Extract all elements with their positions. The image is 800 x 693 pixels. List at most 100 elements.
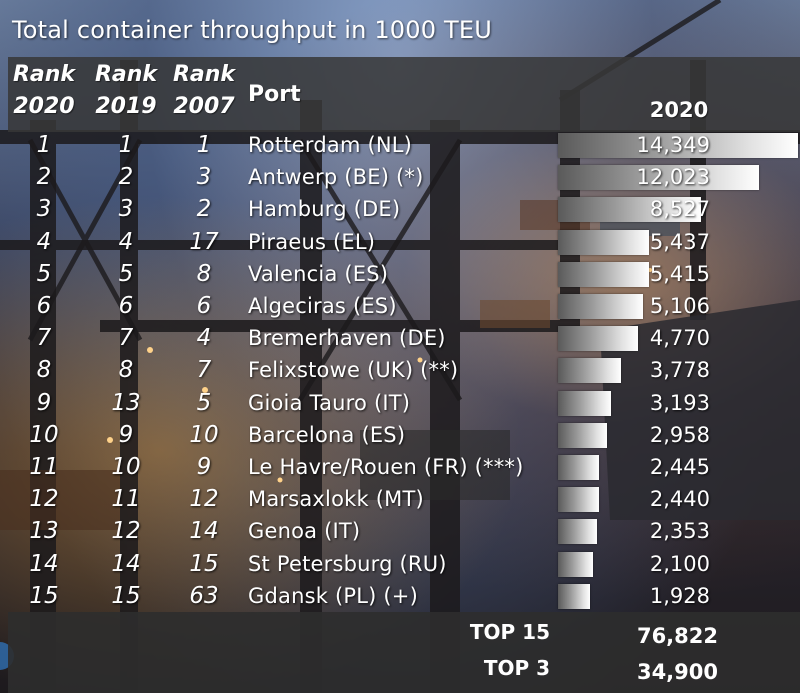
bar-value-label: 2,958 [649,422,710,447]
bar-value-label: 14,349 [636,133,710,157]
rank-2019-cell: 1 [118,132,134,158]
bar-value-label: 1,928 [649,583,710,608]
rank-2007-cell: 4 [196,325,212,352]
table-row: 4 4 17 Piraeus (EL) 5,437 [0,227,800,259]
bar-value-label: 3,193 [649,390,710,415]
bar [558,358,621,384]
rank-2019-cell: 3 [118,196,134,223]
column-header-rank-2007: Rank 2007 [172,62,236,119]
bar-value-label: 12,023 [636,165,710,190]
rank-2020-cell: 13 [29,518,59,545]
bar [558,326,638,352]
bar-value-label: 8,527 [649,197,710,222]
rank-2007-cell: 12 [189,486,219,513]
rank-2020-cell: 1 [36,132,52,158]
table-row: 1 1 1 Rotterdam (NL) 14,349 [0,130,800,162]
total-label: TOP 15 [469,620,550,644]
port-name-cell: Felixstowe (UK) (**) [248,358,459,383]
rank-2007-cell: 17 [189,228,219,255]
table-row: 6 6 6 Algeciras (ES) 5,106 [0,291,800,323]
rank-2007-cell: 15 [189,550,219,577]
rank-2019-cell: 9 [118,421,134,448]
rank-2020-cell: 11 [29,454,59,480]
port-name-cell: Algeciras (ES) [248,294,397,318]
port-name-cell: Hamburg (DE) [248,197,401,222]
rank-2020-cell: 12 [29,486,59,513]
bar-value-label: 4,770 [649,326,710,351]
bar [558,165,759,191]
rank-2020-cell: 2 [36,164,52,191]
rank-2007-cell: 6 [196,293,212,319]
rank-2020-cell: 7 [36,325,52,352]
bar [558,294,643,319]
port-name-cell: Gdansk (PL) (+) [248,583,418,608]
bar [558,551,593,577]
bar [558,487,599,513]
total-value: 76,822 [636,624,718,648]
rank-2019-cell: 8 [118,357,134,384]
table-row: 9 13 5 Gioia Tauro (IT) 3,193 [0,388,800,420]
table-row: 11 10 9 Le Havre/Rouen (FR) (***) 2,445 [0,452,800,484]
bar-value-label: 2,353 [649,519,710,544]
rank-2019-cell: 2 [118,164,134,191]
column-header-value: 2020 [649,98,709,122]
port-name-cell: Piraeus (EL) [248,229,376,254]
port-name-cell: St Petersburg (RU) [248,551,447,576]
rank-2020-cell: 15 [29,582,59,609]
rank-2007-cell: 3 [196,164,212,191]
port-name-cell: Le Havre/Rouen (FR) (***) [248,455,524,479]
bar-value-label: 2,440 [649,487,710,512]
column-header-rank-2019: Rank 2019 [94,62,158,119]
bar-value-label: 2,100 [649,551,710,576]
bar [558,519,597,545]
port-name-cell: Genoa (IT) [248,519,361,544]
bar-value-label: 5,106 [649,294,710,318]
bar-value-label: 5,415 [649,261,710,286]
footer-band [8,612,800,693]
table-row: 15 15 63 Gdansk (PL) (+) 1,928 [0,581,800,613]
table-row: 7 7 4 Bremerhaven (DE) 4,770 [0,323,800,355]
bar-value-label: 5,437 [649,229,710,254]
table-row: 13 12 14 Genoa (IT) 2,353 [0,516,800,548]
port-name-cell: Barcelona (ES) [248,422,406,447]
bar [558,261,649,287]
rank-2019-cell: 10 [111,454,141,480]
rank-2007-cell: 1 [196,132,212,158]
rank-2020-cell: 8 [36,357,52,384]
rank-2020-cell: 5 [36,260,52,287]
rank-2007-cell: 7 [196,357,212,384]
port-name-cell: Antwerp (BE) (*) [248,165,424,190]
bar [558,422,607,448]
rank-2020-cell: 4 [36,228,52,255]
table-row: 14 14 15 St Petersburg (RU) 2,100 [0,549,800,581]
column-header-port: Port [248,82,301,107]
rank-2019-cell: 5 [118,260,134,287]
port-name-cell: Rotterdam (NL) [248,133,413,157]
port-name-cell: Gioia Tauro (IT) [248,390,411,415]
chart-title: Total container throughput in 1000 TEU [12,16,493,44]
bar [558,390,611,416]
rank-2019-cell: 6 [118,293,134,319]
rank-2007-cell: 63 [189,582,219,609]
bar [558,583,590,609]
rank-2019-cell: 7 [118,325,134,352]
rank-2019-cell: 12 [111,518,141,545]
port-name-cell: Valencia (ES) [248,261,389,286]
rank-2007-cell: 14 [189,518,219,545]
total-value: 34,900 [636,660,718,684]
table-row: 10 9 10 Barcelona (ES) 2,958 [0,420,800,452]
rank-2020-cell: 6 [36,293,52,319]
rank-2007-cell: 9 [196,454,212,480]
total-label: TOP 3 [483,656,550,680]
bar [558,133,798,158]
rank-2020-cell: 14 [29,550,59,577]
bar-value-label: 2,445 [649,455,710,479]
table-row: 3 3 2 Hamburg (DE) 8,527 [0,194,800,226]
column-header-rank-2020: Rank 2020 [12,62,76,119]
rank-2019-cell: 4 [118,228,134,255]
bar-value-label: 3,778 [649,358,710,383]
rank-2019-cell: 15 [111,582,141,609]
rank-2019-cell: 13 [111,389,141,416]
bar [558,229,649,255]
rank-2019-cell: 14 [111,550,141,577]
